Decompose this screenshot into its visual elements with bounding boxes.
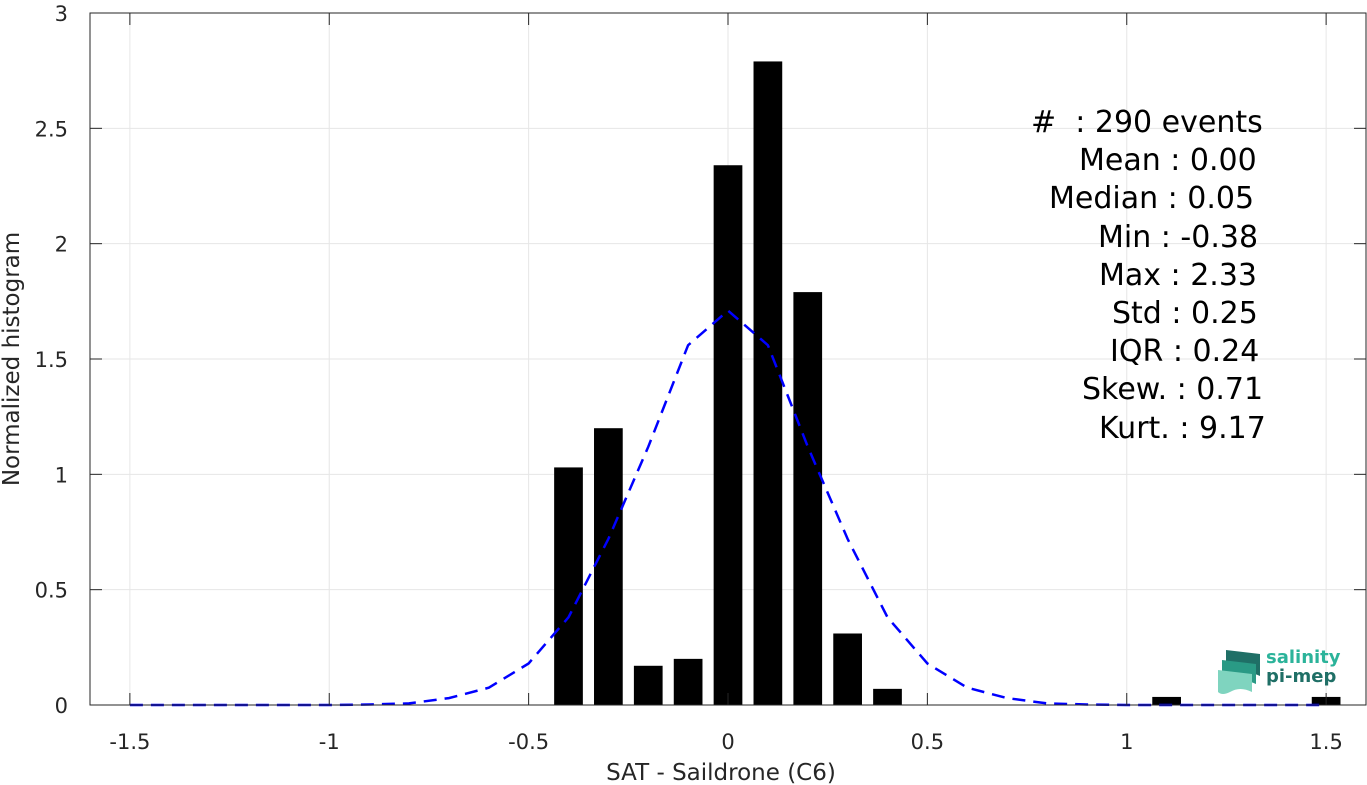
bar-6: [793, 292, 823, 705]
stat-mean: Mean : 0.00: [1079, 143, 1257, 179]
stat-events: # : 290 events: [1031, 105, 1263, 140]
bar-3: [673, 658, 703, 705]
axes: [89, 12, 1367, 706]
x-tick-label-2: -0.5: [508, 730, 549, 754]
stat-median: Median : 0.05: [1049, 181, 1255, 217]
y-tick-label-2: 1: [55, 463, 68, 487]
x-tick-label-4: 0.5: [911, 730, 944, 754]
stat-std: Std : 0.25: [1112, 295, 1258, 331]
bar-2: [633, 665, 663, 705]
y-tick-label-4: 2: [55, 233, 68, 257]
x-axis-label: SAT - Saildrone (C6): [606, 760, 836, 785]
x-tick-labels: -1.5 -1 -0.5 0 0.5 1 1.5: [109, 730, 1342, 754]
y-tick-label-1: 0.5: [35, 579, 68, 603]
y-tick-label-5: 2.5: [35, 117, 68, 141]
wave-logo-icon: [1218, 650, 1260, 694]
bar-1: [594, 428, 623, 705]
bar-7: [833, 633, 862, 705]
bar-9: [1152, 696, 1181, 705]
bar-4: [713, 165, 743, 706]
y-axis-label: Normalized histogram: [0, 232, 25, 486]
x-tick-label-6: 1.5: [1309, 730, 1342, 754]
y-tick-label-6: 3: [55, 2, 68, 26]
x-tick-label-3: 0: [721, 730, 734, 754]
y-tick-labels: 0 0.5 1 1.5 2 2.5 3: [35, 2, 68, 718]
x-tick-label-5: 1: [1120, 730, 1133, 754]
x-tick-label-1: -1: [319, 730, 340, 754]
logo-text-salinity: salinity: [1266, 647, 1341, 668]
stat-min: Min : -0.38: [1098, 219, 1259, 255]
stat-skew: Skew. : 0.71: [1082, 372, 1264, 408]
bar-0: [554, 467, 583, 705]
histogram-bars: [554, 61, 1341, 706]
bar-8: [873, 688, 902, 705]
logo-text-pi-mep: pi-mep: [1266, 666, 1337, 687]
stat-iqr: IQR : 0.24: [1110, 334, 1260, 370]
stat-kurt: Kurt. : 9.17: [1099, 410, 1266, 446]
salinity-pi-mep-logo: salinity pi-mep: [1216, 646, 1346, 696]
bar-5: [753, 61, 783, 705]
x-tick-label-0: -1.5: [109, 730, 150, 754]
y-tick-label-0: 0: [55, 694, 68, 718]
stats-box: # : 290 events Mean : 0.00 Median : 0.05…: [1000, 104, 1290, 448]
y-tick-label-3: 1.5: [35, 348, 68, 372]
stat-max: Max : 2.33: [1099, 257, 1257, 293]
